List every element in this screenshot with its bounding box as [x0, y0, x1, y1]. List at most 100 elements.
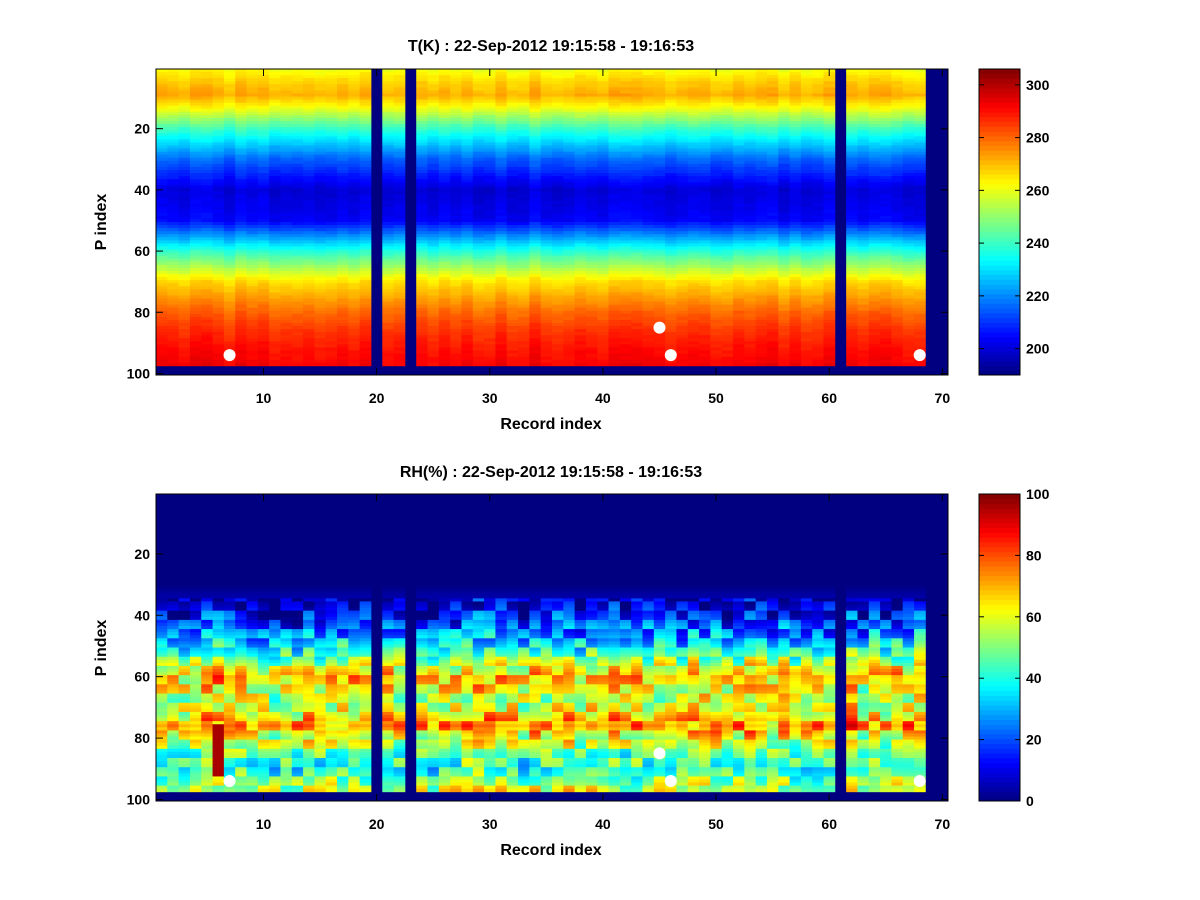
temperature-heatmap-cell	[563, 69, 576, 73]
temperature-heatmap-cell	[585, 96, 598, 100]
temperature-heatmap-cell	[608, 267, 621, 272]
temperature-heatmap-cell	[156, 316, 168, 321]
temperature-heatmap-cell	[167, 93, 180, 97]
temperature-heatmap-cell	[721, 176, 734, 180]
temperature-heatmap-cell	[506, 359, 519, 364]
temperature-heatmap-cell	[585, 277, 598, 281]
temperature-heatmap-cell	[563, 319, 576, 324]
temperature-heatmap-cell	[495, 240, 508, 244]
temperature-heatmap-cell	[246, 270, 259, 275]
temperature-heatmap-cell	[619, 72, 632, 76]
temperature-heatmap-cell	[687, 84, 700, 88]
temperature-heatmap-cell	[257, 292, 270, 296]
temperature-heatmap-cell	[585, 335, 598, 339]
temperature-heatmap-cell	[619, 99, 632, 104]
temperature-heatmap-cell	[721, 206, 734, 211]
temperature-heatmap-cell	[721, 133, 734, 137]
temperature-heatmap-cell	[291, 335, 304, 339]
temperature-heatmap-cell	[291, 258, 304, 263]
temperature-heatmap-cell	[291, 362, 304, 367]
temperature-heatmap-cell	[574, 350, 587, 354]
temperature-heatmap-cell	[246, 280, 259, 284]
temperature-heatmap-cell	[303, 313, 315, 318]
temperature-heatmap-cell	[246, 228, 259, 232]
temperature-heatmap-cell	[540, 206, 553, 211]
temperature-heatmap-cell	[223, 78, 236, 82]
temperature-heatmap-cell	[484, 280, 496, 284]
temperature-heatmap-cell	[552, 249, 564, 253]
temperature-heatmap-cell	[744, 117, 757, 122]
temperature-heatmap-cell	[518, 154, 530, 159]
temperature-heatmap-cell	[416, 310, 428, 315]
temperature-heatmap-cell	[631, 99, 643, 104]
temperature-heatmap-cell	[484, 313, 496, 318]
temperature-heatmap-cell	[235, 222, 247, 226]
temperature-heatmap-cell	[676, 264, 689, 269]
temperature-heatmap-cell	[156, 231, 168, 235]
temperature-heatmap-cell	[359, 169, 372, 174]
temperature-heatmap-cell	[235, 163, 247, 168]
temperature-heatmap-cell	[178, 307, 191, 312]
temperature-heatmap-cell	[303, 344, 315, 348]
temperature-heatmap-cell	[552, 286, 564, 290]
temperature-heatmap-cell	[348, 332, 361, 336]
temperature-heatmap-cell	[416, 240, 428, 244]
temperature-heatmap-cell	[223, 163, 236, 168]
temperature-heatmap-cell	[631, 111, 643, 116]
temperature-heatmap-cell	[642, 102, 655, 107]
temperature-heatmap-cell	[303, 222, 315, 226]
temperature-heatmap-cell	[540, 188, 553, 192]
temperature-heatmap-cell	[665, 246, 677, 250]
temperature-heatmap-cell	[518, 225, 530, 229]
temperature-heatmap-cell	[348, 136, 361, 140]
temperature-heatmap-cell	[314, 185, 327, 189]
temperature-heatmap-cell	[359, 127, 372, 131]
temperature-heatmap-cell	[665, 261, 677, 266]
temperature-heatmap-cell	[529, 283, 542, 287]
temperature-heatmap-cell	[314, 304, 327, 309]
temperature-heatmap-cell	[721, 270, 734, 275]
temperature-heatmap-cell	[438, 160, 451, 165]
temperature-heatmap-cell	[201, 87, 213, 91]
temperature-heatmap-cell	[450, 133, 462, 137]
temperature-heatmap-cell	[665, 286, 677, 290]
temperature-heatmap-cell	[642, 188, 655, 192]
temperature-heatmap-cell	[450, 124, 462, 128]
temperature-heatmap-cell	[461, 332, 474, 336]
temperature-heatmap-cell	[687, 197, 700, 201]
temperature-heatmap-cell	[201, 136, 213, 140]
temperature-heatmap-cell	[721, 142, 734, 146]
temperature-heatmap-cell	[721, 197, 734, 201]
temperature-heatmap-cell	[291, 295, 304, 299]
temperature-heatmap-cell	[721, 182, 734, 186]
temperature-heatmap-cell	[269, 212, 281, 217]
temperature-heatmap-cell	[529, 169, 542, 174]
temperature-heatmap-cell	[461, 105, 474, 110]
temperature-heatmap-cell	[314, 102, 327, 107]
temperature-heatmap-cell	[744, 231, 757, 235]
temperature-heatmap-cell	[235, 154, 247, 159]
temperature-heatmap-cell	[427, 166, 440, 171]
temperature-heatmap-cell	[665, 329, 677, 333]
temperature-heatmap-cell	[201, 218, 213, 223]
temperature-heatmap-cell	[597, 319, 609, 324]
temperature-heatmap-cell	[563, 267, 576, 272]
temperature-heatmap-cell	[246, 179, 259, 183]
temperature-heatmap-cell	[438, 252, 451, 257]
temperature-heatmap-cell	[733, 139, 745, 143]
temperature-heatmap-cell	[665, 102, 677, 107]
temperature-heatmap-cell	[472, 114, 485, 119]
temperature-heatmap-cell	[167, 335, 180, 339]
temperature-heatmap-cell	[665, 169, 677, 174]
temperature-heatmap-cell	[303, 353, 315, 358]
temperature-heatmap-cell	[642, 225, 655, 229]
temperature-heatmap-cell	[438, 154, 451, 159]
temperature-heatmap-cell	[676, 188, 689, 192]
temperature-heatmap-cell	[212, 228, 225, 232]
temperature-heatmap-cell	[733, 249, 745, 253]
temperature-heatmap-cell	[223, 264, 236, 269]
temperature-heatmap-cell	[359, 341, 372, 345]
temperature-heatmap-cell	[280, 344, 293, 348]
temperature-heatmap-cell	[178, 313, 191, 318]
temperature-heatmap-cell	[699, 341, 711, 345]
